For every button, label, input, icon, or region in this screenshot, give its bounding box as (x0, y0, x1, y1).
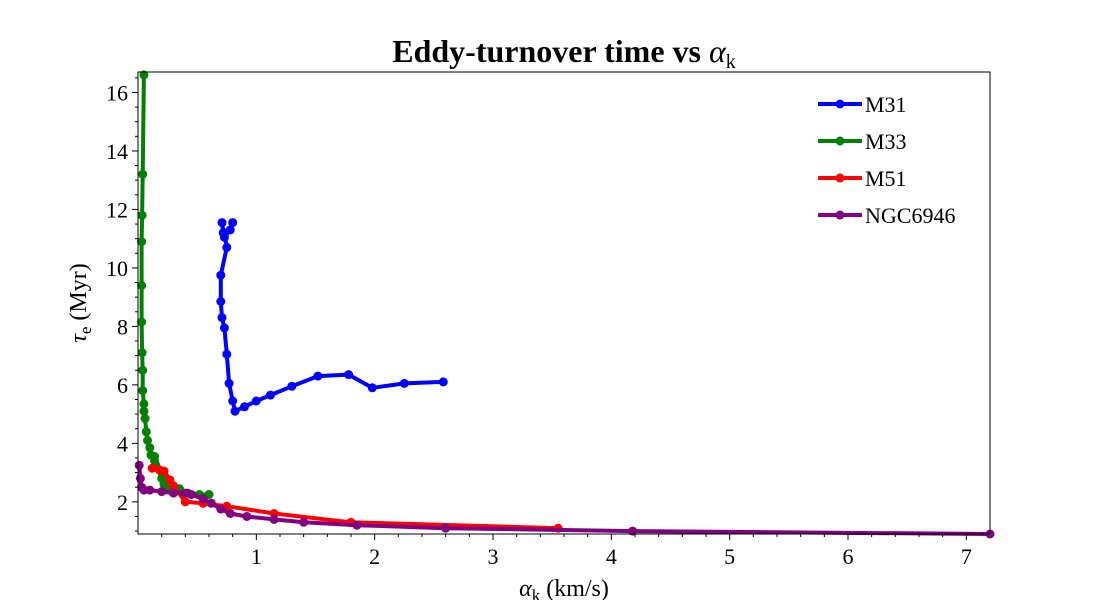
data-point (217, 218, 227, 228)
plot-frame (137, 71, 991, 535)
data-point (219, 323, 229, 333)
series-line (218, 220, 446, 414)
data-point (628, 526, 638, 536)
data-point (139, 399, 149, 409)
data-point (137, 317, 147, 327)
series-m33 (137, 70, 214, 499)
data-point (299, 517, 309, 527)
legend-item-m31: M31 (818, 92, 907, 117)
legend-item-m33: M33 (818, 129, 907, 154)
data-point (139, 70, 149, 80)
data-point (222, 242, 232, 252)
data-point (352, 520, 362, 530)
data-point (216, 270, 226, 280)
data-point (287, 381, 297, 391)
data-point (399, 378, 409, 388)
legend-label: M51 (865, 166, 907, 191)
data-point (216, 297, 226, 306)
legend-label: NGC6946 (865, 203, 955, 228)
y-tick-label: 10 (106, 256, 128, 281)
data-point (135, 473, 145, 483)
data-point (206, 498, 216, 508)
data-point (269, 514, 279, 524)
data-point (137, 348, 147, 358)
data-point (140, 414, 150, 423)
x-tick-label: 3 (488, 544, 499, 569)
data-point (145, 485, 155, 495)
data-point (216, 504, 226, 514)
data-point (186, 490, 196, 499)
data-point (367, 383, 377, 393)
data-point (180, 497, 190, 507)
data-point (147, 463, 157, 473)
data-point (228, 396, 238, 406)
x-tick-label: 5 (724, 544, 735, 569)
data-point (137, 281, 147, 290)
x-tick-label: 7 (961, 544, 972, 569)
legend-marker (835, 210, 845, 220)
legend-marker (835, 173, 845, 183)
legend-item-ngc6946: NGC6946 (818, 203, 955, 228)
x-tick-label: 2 (369, 544, 380, 569)
series-layer (134, 70, 995, 539)
data-point (138, 365, 148, 375)
series-line (139, 72, 211, 497)
x-tick-label: 1 (251, 544, 262, 569)
data-point (137, 210, 147, 220)
data-point (441, 523, 451, 533)
data-point (438, 377, 448, 387)
y-axis-label: τe (Myr) (66, 263, 95, 342)
data-point (240, 402, 249, 412)
series-m31 (216, 218, 448, 416)
y-tick-label: 16 (106, 80, 128, 105)
data-point (143, 435, 152, 445)
data-point (228, 218, 238, 228)
data-point (222, 349, 232, 359)
y-tick-label: 6 (117, 373, 128, 398)
data-point (242, 512, 252, 521)
data-point (138, 386, 148, 396)
legend: M31 M33 M51 NGC6946 (818, 92, 955, 228)
data-point (139, 406, 149, 416)
x-tick-label: 6 (843, 544, 854, 569)
data-point (150, 452, 160, 461)
data-point (266, 390, 275, 400)
data-point (169, 481, 178, 491)
data-point (219, 228, 229, 238)
y-tick-label: 8 (117, 314, 128, 339)
series-line (137, 463, 992, 536)
series-ngc6946 (134, 460, 995, 539)
data-point (169, 488, 178, 498)
data-point (159, 466, 169, 476)
data-point (141, 427, 151, 437)
data-point (225, 509, 235, 518)
legend-item-m51: M51 (818, 166, 907, 191)
chart-title: Eddy-turnover time vs αk (392, 33, 736, 73)
data-point (251, 396, 261, 406)
data-point (230, 406, 240, 416)
data-point (198, 494, 208, 504)
data-point (134, 460, 144, 470)
y-tick-label: 4 (117, 431, 128, 456)
y-tick-label: 14 (106, 139, 128, 164)
series-line (150, 466, 561, 531)
data-point (224, 378, 234, 388)
data-point (138, 169, 148, 179)
legend-label: M33 (865, 129, 907, 154)
x-tick-label: 4 (606, 544, 617, 569)
legend-label: M31 (865, 92, 907, 117)
data-point (145, 443, 155, 453)
data-point (313, 371, 323, 381)
x-axis-label: αk (km/s) (519, 576, 609, 600)
data-point (344, 370, 354, 380)
y-tick-label: 2 (117, 490, 128, 515)
data-point (157, 487, 167, 497)
data-point (217, 313, 227, 323)
y-tick-label: 12 (106, 197, 128, 222)
legend-marker (835, 136, 845, 146)
legend-marker (835, 99, 845, 109)
data-point (137, 237, 147, 247)
